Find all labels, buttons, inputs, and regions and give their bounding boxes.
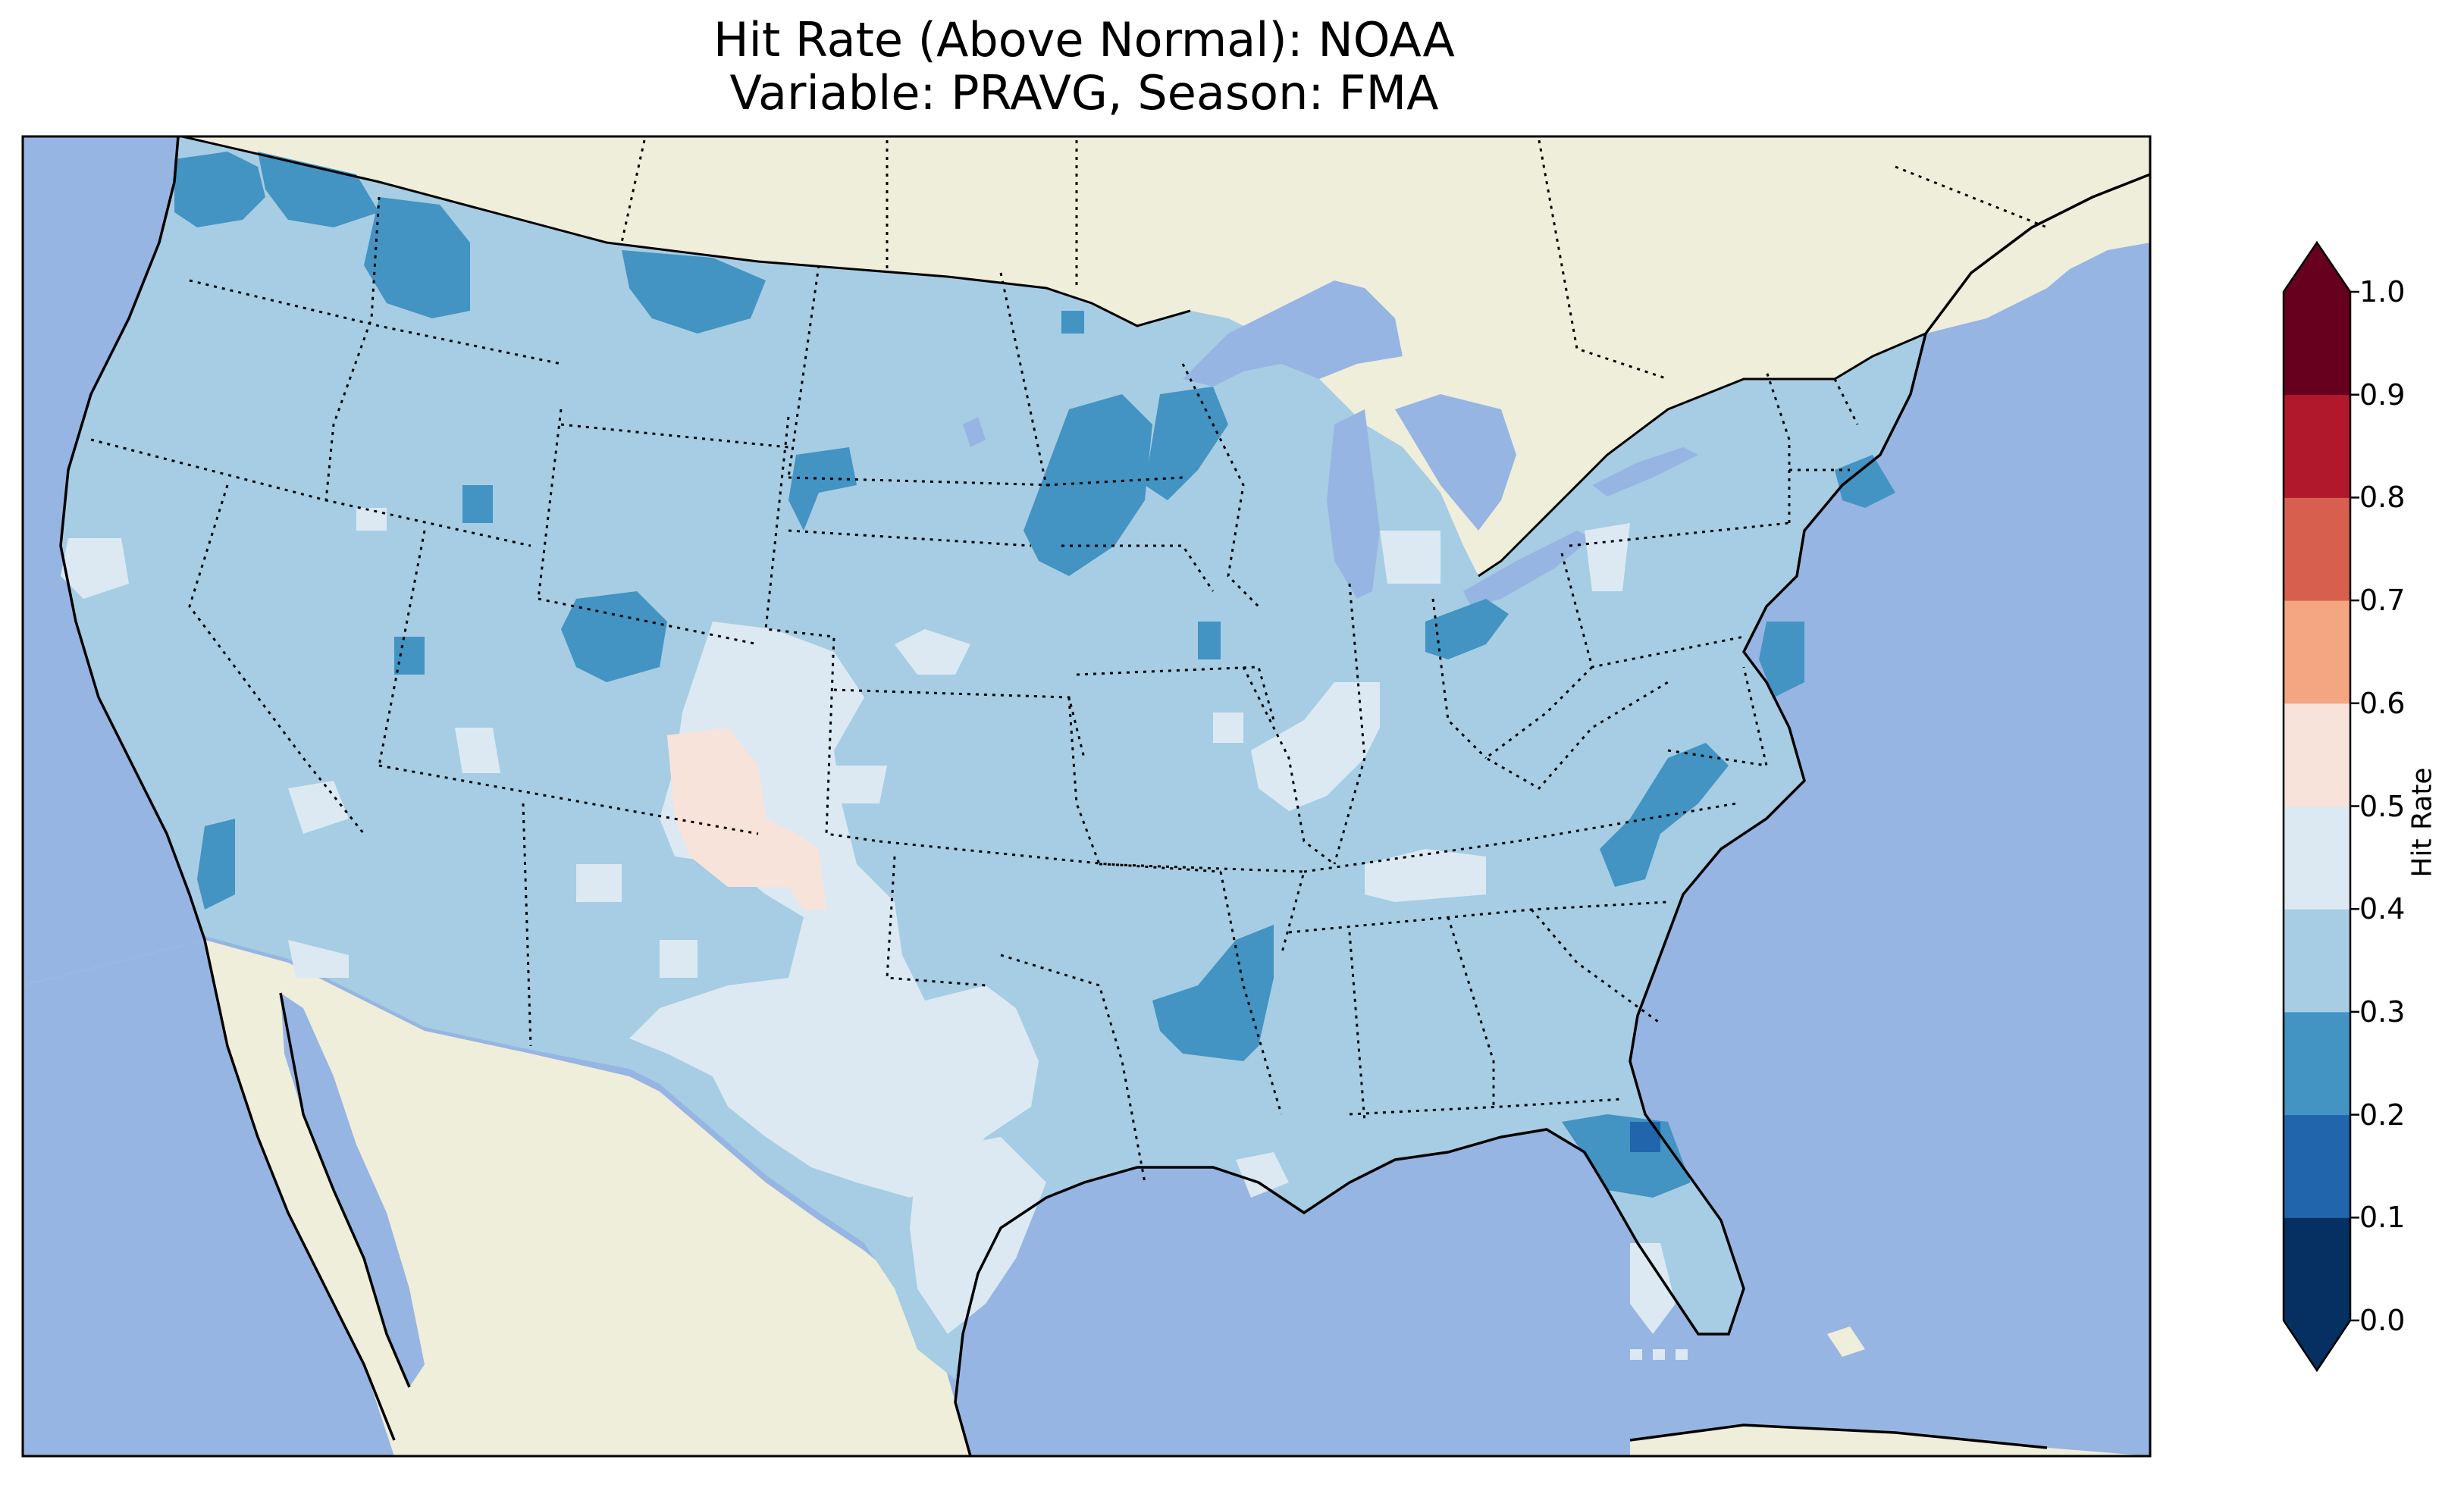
lake-michigan bbox=[1327, 409, 1380, 599]
patch-0.1-0.2 bbox=[1630, 1122, 1660, 1152]
title-line-1: Hit Rate (Above Normal): NOAA bbox=[713, 12, 1455, 67]
title-line-2: Variable: PRAVG, Season: FMA bbox=[729, 65, 1439, 121]
colorbar-bin-0.8-0.9 bbox=[2284, 394, 2350, 498]
colorbar-tick-label: 0.3 bbox=[2359, 994, 2406, 1029]
colorbar-tick-label: 1.0 bbox=[2359, 275, 2406, 309]
colorbar-bin-0.5-0.6 bbox=[2284, 703, 2350, 807]
colorbar bbox=[2282, 240, 2359, 1373]
colorbar-bin-0.1-0.2 bbox=[2284, 1114, 2350, 1218]
pacific-baja bbox=[23, 940, 394, 1456]
colorbar-bin-0.2-0.3 bbox=[2284, 1011, 2350, 1116]
maritimes-land bbox=[1986, 174, 2150, 288]
canada-land bbox=[182, 136, 2150, 576]
colorbar-tick-label: 0.8 bbox=[2359, 481, 2406, 515]
colorbar-tick-label: 0.4 bbox=[2359, 892, 2406, 926]
colorbar-tick-label: 0.9 bbox=[2359, 377, 2406, 412]
colorbar-extend-min-arrow bbox=[2284, 1320, 2350, 1370]
colorbar-tick-label: 0.6 bbox=[2359, 686, 2406, 720]
patch-0.5-0.6 bbox=[667, 728, 826, 910]
us-canada-border bbox=[181, 136, 1191, 327]
colorbar-extend-max-arrow bbox=[2284, 243, 2350, 292]
colorbar-bin-0.4-0.5 bbox=[2284, 806, 2350, 910]
lake-superior bbox=[1183, 280, 1403, 387]
lake-erie bbox=[1463, 531, 1592, 606]
colorbar-bin-0.6-0.7 bbox=[2284, 600, 2350, 704]
colorbar-outline bbox=[2282, 240, 2352, 1373]
map-area bbox=[23, 136, 2150, 1456]
conus-hit-rate-field bbox=[61, 136, 1926, 1380]
lake-huron bbox=[1395, 394, 1516, 531]
great-salt-lake bbox=[963, 417, 986, 447]
state-borders bbox=[90, 196, 1859, 1183]
us-canada-border-east bbox=[1478, 332, 1926, 578]
colorbar-bin-0.7-0.8 bbox=[2284, 497, 2350, 601]
patches-0.2-0.3 bbox=[174, 152, 1895, 1198]
colorbar-tick-label: 0.7 bbox=[2359, 584, 2406, 618]
colorbar-bin-0.9-1.0 bbox=[2284, 292, 2350, 396]
map-frame bbox=[21, 135, 2152, 1458]
gulf-of-california bbox=[281, 993, 425, 1387]
colorbar-tick-label: 0.0 bbox=[2359, 1304, 2406, 1337]
colorbar-tick-label: 0.5 bbox=[2359, 789, 2406, 823]
coastlines bbox=[59, 136, 2150, 1456]
cuba-land bbox=[1630, 1425, 2150, 1456]
colorbar-tick-label: 0.1 bbox=[2359, 1201, 2406, 1235]
lake-ontario bbox=[1592, 447, 1698, 496]
colorbar-label: Hit Rate bbox=[2406, 767, 2438, 878]
colorbar-bin-0.3-0.4 bbox=[2284, 909, 2350, 1013]
colorbar-tick-label: 0.2 bbox=[2359, 1098, 2406, 1132]
bahamas-land bbox=[1827, 1326, 1865, 1357]
province-borders bbox=[620, 139, 2048, 381]
colorbar-bin-0.0-0.1 bbox=[2284, 1217, 2350, 1321]
